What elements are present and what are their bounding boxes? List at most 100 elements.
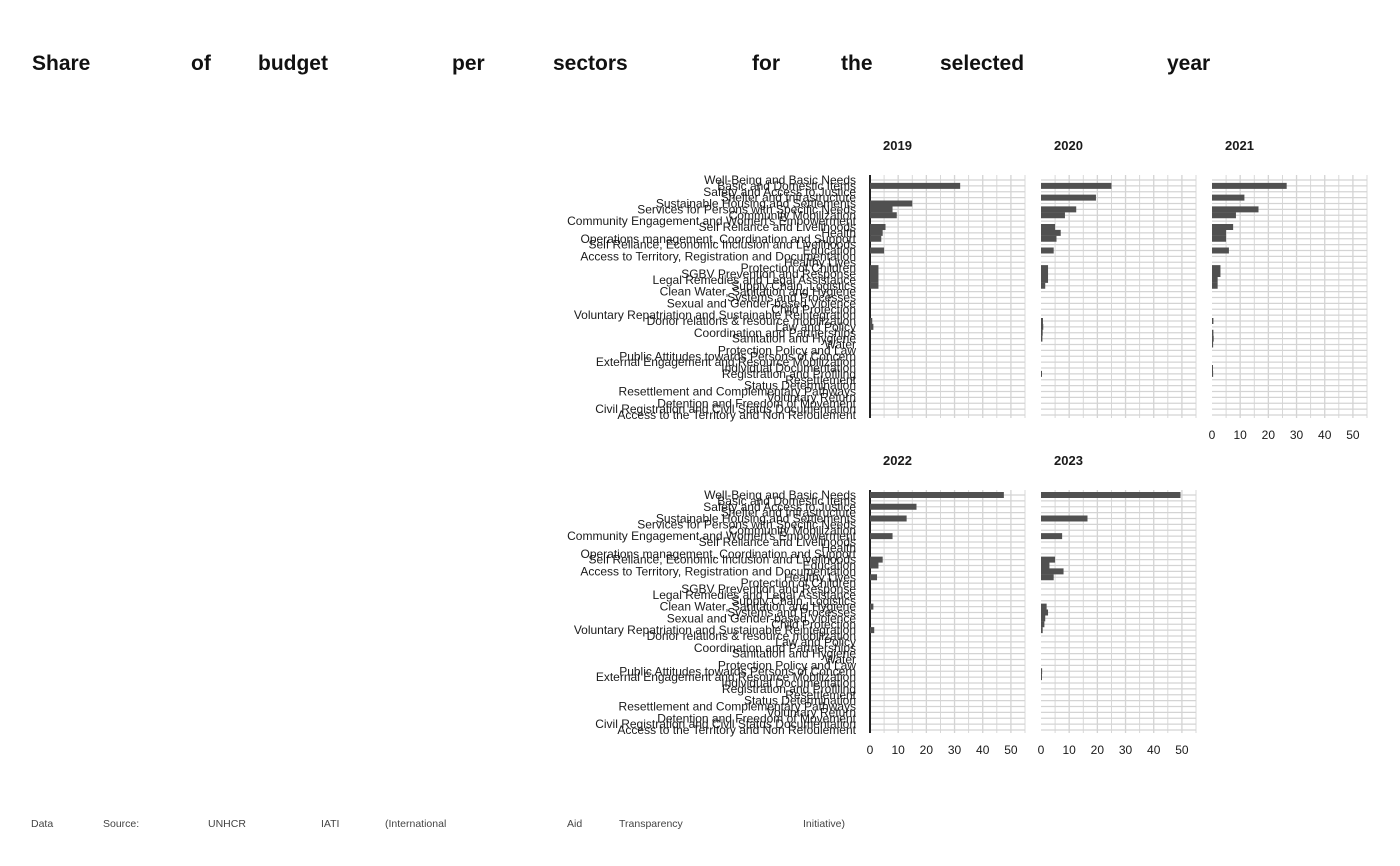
bar-2022-12 <box>870 562 879 569</box>
bar-2023-7 <box>1041 533 1063 540</box>
source-word-3: IATI <box>321 818 340 830</box>
title-word-4: sectors <box>553 52 628 75</box>
bar-2021-12 <box>1212 247 1229 254</box>
bar-2020-8 <box>1041 224 1056 230</box>
bar-2021-5 <box>1212 206 1259 213</box>
category-label: Public Attitudes towards Persons of Conc… <box>619 664 856 678</box>
category-label: Registration and Profiling <box>722 682 856 696</box>
category-label: Coordination and Partnerships <box>694 641 856 655</box>
bar-2022-14 <box>870 574 878 581</box>
x-tick-label: 40 <box>976 743 990 757</box>
bar-2019-15 <box>870 265 879 272</box>
bar-2022-23 <box>870 627 875 634</box>
category-label: Legal Remedies and Legal Assistance <box>653 588 857 602</box>
bar-2023-22 <box>1041 621 1045 628</box>
category-label: Voluntary Return <box>767 390 856 404</box>
source-word-7: Initiative) <box>803 818 846 830</box>
category-label: Community Mobilization <box>729 208 856 222</box>
x-tick-label: 10 <box>1234 428 1248 442</box>
bar-2021-32 <box>1212 365 1213 371</box>
bar-2021-17 <box>1212 276 1218 283</box>
bar-2023-30 <box>1041 668 1043 675</box>
category-label: Safety and Access to Justice <box>703 500 856 514</box>
category-label: Protection Policy and Law <box>718 658 856 672</box>
category-label: Basic and Domestic Items <box>717 494 856 508</box>
category-label: Healthy Lives <box>784 570 856 584</box>
title-word-8: year <box>1167 52 1211 75</box>
bar-2020-3 <box>1041 194 1096 201</box>
bar-2023-11 <box>1041 556 1056 563</box>
category-label: Systems and Processes <box>727 291 856 305</box>
category-label: Sustainable Housing and Settlements <box>656 512 856 526</box>
bar-2022-2 <box>870 503 917 510</box>
bar-2019-4 <box>870 200 913 207</box>
bar-2021-27 <box>1212 335 1214 342</box>
bar-2021-18 <box>1212 282 1218 289</box>
x-tick-label: 0 <box>867 743 874 757</box>
bar-2019-18 <box>870 282 879 289</box>
title-word-1: of <box>191 52 211 75</box>
bar-2023-23 <box>1041 627 1043 634</box>
category-label: Civil Registration and Civil Status Docu… <box>595 402 856 416</box>
category-label: Law and Policy <box>775 320 856 334</box>
x-tick-label: 50 <box>1004 743 1018 757</box>
category-label: Law and Policy <box>775 635 856 649</box>
category-label: Protection Policy and Law <box>718 343 856 357</box>
category-label: Education <box>803 559 856 573</box>
chart-title: Share of budget per sectors for the selected yea… <box>32 52 1212 82</box>
bar-2023-20 <box>1041 609 1049 616</box>
bar-2019-10 <box>870 235 882 242</box>
x-tick-label: 20 <box>1091 743 1105 757</box>
x-tick-label: 0 <box>1209 428 1216 442</box>
bar-2019-12 <box>870 247 885 254</box>
category-label: Donor relations & resource mobilization <box>647 629 856 643</box>
x-tick-label: 20 <box>1262 428 1276 442</box>
x-tick-label: 0 <box>1038 743 1045 757</box>
facet-title-2021: 2021 <box>1225 138 1254 153</box>
category-label: Community Engagement and Women's Empower… <box>567 214 857 228</box>
category-label: SGBV Prevention and Response <box>681 267 856 281</box>
facet-title-2019: 2019 <box>883 138 912 153</box>
title-word-2: budget <box>258 52 328 75</box>
category-label: Sanitation and Hygiene <box>732 332 856 346</box>
x-tick-label: 30 <box>948 743 962 757</box>
category-label: Detention and Freedom of Movement <box>657 711 856 725</box>
category-label: Protection of Children <box>741 261 856 275</box>
x-tick-label: 40 <box>1318 428 1332 442</box>
bar-2021-10 <box>1212 235 1227 242</box>
category-label: Water <box>824 653 856 667</box>
bar-2022-0 <box>870 492 1004 498</box>
bar-2020-17 <box>1041 276 1049 283</box>
category-label: Safety and Access to Justice <box>703 185 856 199</box>
x-tick-label: 40 <box>1147 743 1161 757</box>
category-label: Individual Documentation <box>721 676 856 690</box>
facet-title-2023: 2023 <box>1054 453 1083 468</box>
x-tick-label: 30 <box>1290 428 1304 442</box>
bar-2023-12 <box>1041 562 1050 569</box>
category-label: Shelter and Infrastructure <box>721 191 857 205</box>
category-label: Status Determination <box>744 379 856 393</box>
bar-2020-15 <box>1041 265 1049 272</box>
category-label: Operations management, Coordination and … <box>580 232 856 246</box>
category-label: Systems and Processes <box>727 606 856 620</box>
bar-2023-19 <box>1041 603 1047 610</box>
category-label: Sexual and Gender-based Violence <box>667 611 857 625</box>
facet-title-2020: 2020 <box>1054 138 1083 153</box>
bar-2023-13 <box>1041 568 1064 575</box>
facet-2021: 2021 0 10 20 30 40 50 <box>1209 138 1368 442</box>
category-label: Voluntary Return <box>767 705 856 719</box>
x-tick-label: 10 <box>1063 743 1077 757</box>
title-word-6: the <box>841 52 873 75</box>
bar-2019-24 <box>870 318 873 324</box>
bar-2021-8 <box>1212 224 1234 230</box>
category-label: Registration and Profiling <box>722 367 856 381</box>
bar-2020-6 <box>1041 212 1065 219</box>
bar-2023-21 <box>1041 615 1046 622</box>
source-word-4: (International <box>385 818 447 830</box>
category-label: Self Reliance, Economic Inclusion and Li… <box>589 553 857 567</box>
bar-2021-33 <box>1212 370 1214 377</box>
category-label: Health <box>821 226 856 240</box>
category-label: Access to the Territory and Non Refoulem… <box>617 723 856 737</box>
bar-2021-26 <box>1212 329 1214 336</box>
